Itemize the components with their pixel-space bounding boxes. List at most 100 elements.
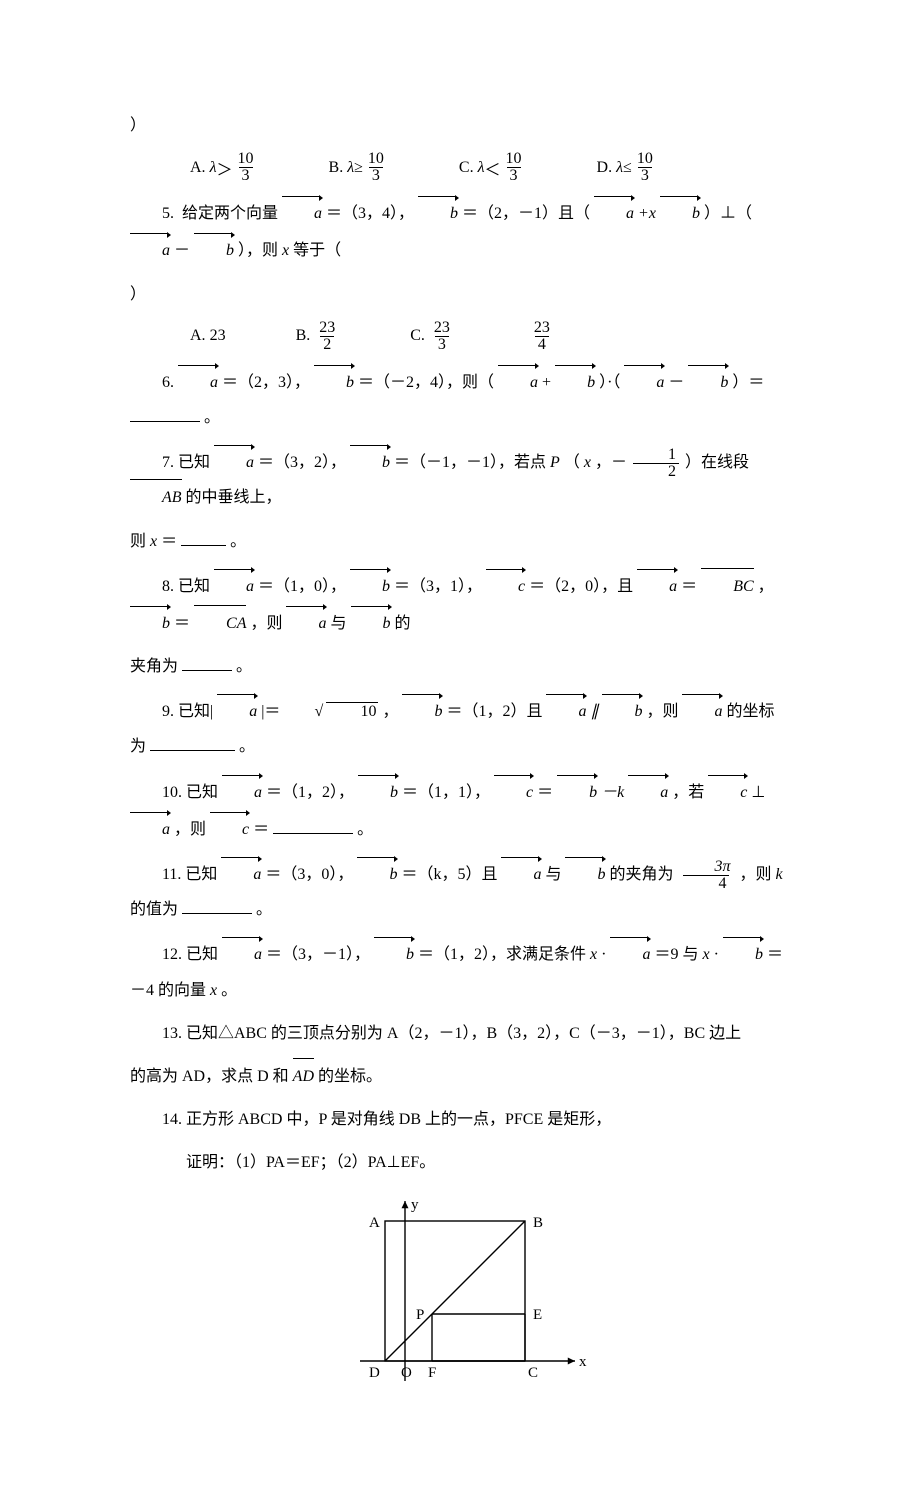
svg-text:A: A [369,1215,380,1231]
fraction: 1 2 [633,447,679,480]
text: 的 [395,615,411,632]
text: ），则 [238,242,282,259]
q4-option-A: A. λ ＞ 10 3 [190,151,259,184]
frac-den: 2 [320,336,334,353]
text: 。 [204,409,220,426]
text: ， [758,578,774,595]
vector-b: b [374,935,414,972]
text: ）·（ [599,374,620,391]
q5-option-A: A. 23 [190,327,226,345]
q-number: 9. [162,703,174,720]
segment-AB: AB [130,480,182,515]
fraction: 10 3 [634,151,656,184]
fraction: 23 2 [316,320,338,353]
vector-a: a [624,363,664,400]
text: （ [564,454,580,471]
frac-num: 10 [235,151,257,167]
vector-a: a [221,855,261,892]
vector-a: a [501,855,541,892]
frac-num: 10 [365,151,387,167]
var-k: k [776,866,783,883]
text: ＝ [174,615,190,632]
q-number: 10. [162,784,182,801]
segment-AD: AD [293,1059,314,1094]
text: 的坐标。 [318,1068,382,1085]
text: ，则 [740,866,776,883]
blank [182,897,252,914]
text: ＝（3，－1）， [266,946,370,963]
vector-c: c [486,567,525,604]
text: 的夹角为 [609,866,673,883]
fraction: 10 3 [503,151,525,184]
vector-a: a [130,810,170,847]
text: ＝（3，1）， [394,578,482,595]
text: |＝ [261,703,280,720]
q8-line2: 夹角为 。 [130,649,790,684]
sqrt: 10 [284,694,378,729]
var: λ [210,159,217,177]
frac-num: 10 [634,151,656,167]
vector-a: a [214,567,254,604]
blank [130,405,200,422]
text: 已知 [178,578,210,595]
frac-den: 4 [683,875,729,892]
text: －k [601,784,624,801]
text: 的中垂线上， [186,489,282,506]
text: ＝（1，2）， [266,784,354,801]
q7-line1: 7. 已知 a ＝（3，2）， b ＝（－1，－1），若点 P （ x ，－ 1… [130,443,790,515]
q9: 9. 已知| a |＝ 10 ， b ＝（1，2）且 a ∥ b ，则 a 的坐… [130,692,790,764]
frac-num: 3π [679,859,733,875]
q4-option-B: B. λ ≥ 10 3 [329,151,389,184]
frac-den: 3 [507,167,521,184]
text: 。 [236,658,252,675]
text: ）＝ [732,374,764,391]
text: ＝ [537,784,553,801]
text: 已知 [186,946,218,963]
vector-b: b [402,692,442,729]
op: ＞ [217,156,233,180]
blank [182,654,232,671]
text: ，－ [595,454,627,471]
fraction: 23 3 [431,320,453,353]
op: ≤ [623,159,632,177]
q5-options: A. 23 B. 23 2 C. 23 3 23 4 [190,320,790,353]
text: ，若 [672,784,704,801]
vector-b: b [688,363,728,400]
q6: 6. a ＝（2，3）， b ＝（－2，4），则（ a + b ）·（ a － … [130,363,790,435]
text: 已知 [178,454,210,471]
text: － [174,242,190,259]
prev-question-close: ） [130,108,790,143]
text: ， [382,703,398,720]
vector-b: b [418,194,458,231]
text: ＝（k，5）且 [401,866,497,883]
text: ＝（1，0）， [258,578,346,595]
op: ≥ [354,159,363,177]
text: 已知| [178,703,213,720]
text: ＝（2，0），且 [529,578,633,595]
opt-label: A. [190,159,206,177]
text: 正方形 ABCD 中，P 是对角线 DB 上的一点，PFCE 是矩形， [186,1111,611,1128]
text: +x [638,205,656,222]
q5-option-C: C. 23 3 [410,320,455,353]
text: 。 [230,533,246,550]
text: 的高为 AD，求点 D 和 [130,1068,289,1085]
text: ＝（1，2），求满足条件 [418,946,590,963]
svg-text:F: F [428,1365,436,1381]
q-number: 5. [162,205,174,222]
fraction: 3π 4 [679,859,733,892]
vector-a: a [130,231,170,268]
frac-num: 10 [503,151,525,167]
svg-text:P: P [416,1307,424,1323]
q-number: 8. [162,578,174,595]
var-x: x [584,454,591,471]
opt-value: 23 [210,327,226,345]
text: ，则 [646,703,678,720]
text: 则 [130,533,150,550]
text: ＝ [681,578,697,595]
frac-den: 2 [633,463,679,480]
fraction: 10 3 [365,151,387,184]
text: 。 [221,982,237,999]
blank [150,734,235,751]
blank [181,529,226,546]
text: + [542,374,551,391]
